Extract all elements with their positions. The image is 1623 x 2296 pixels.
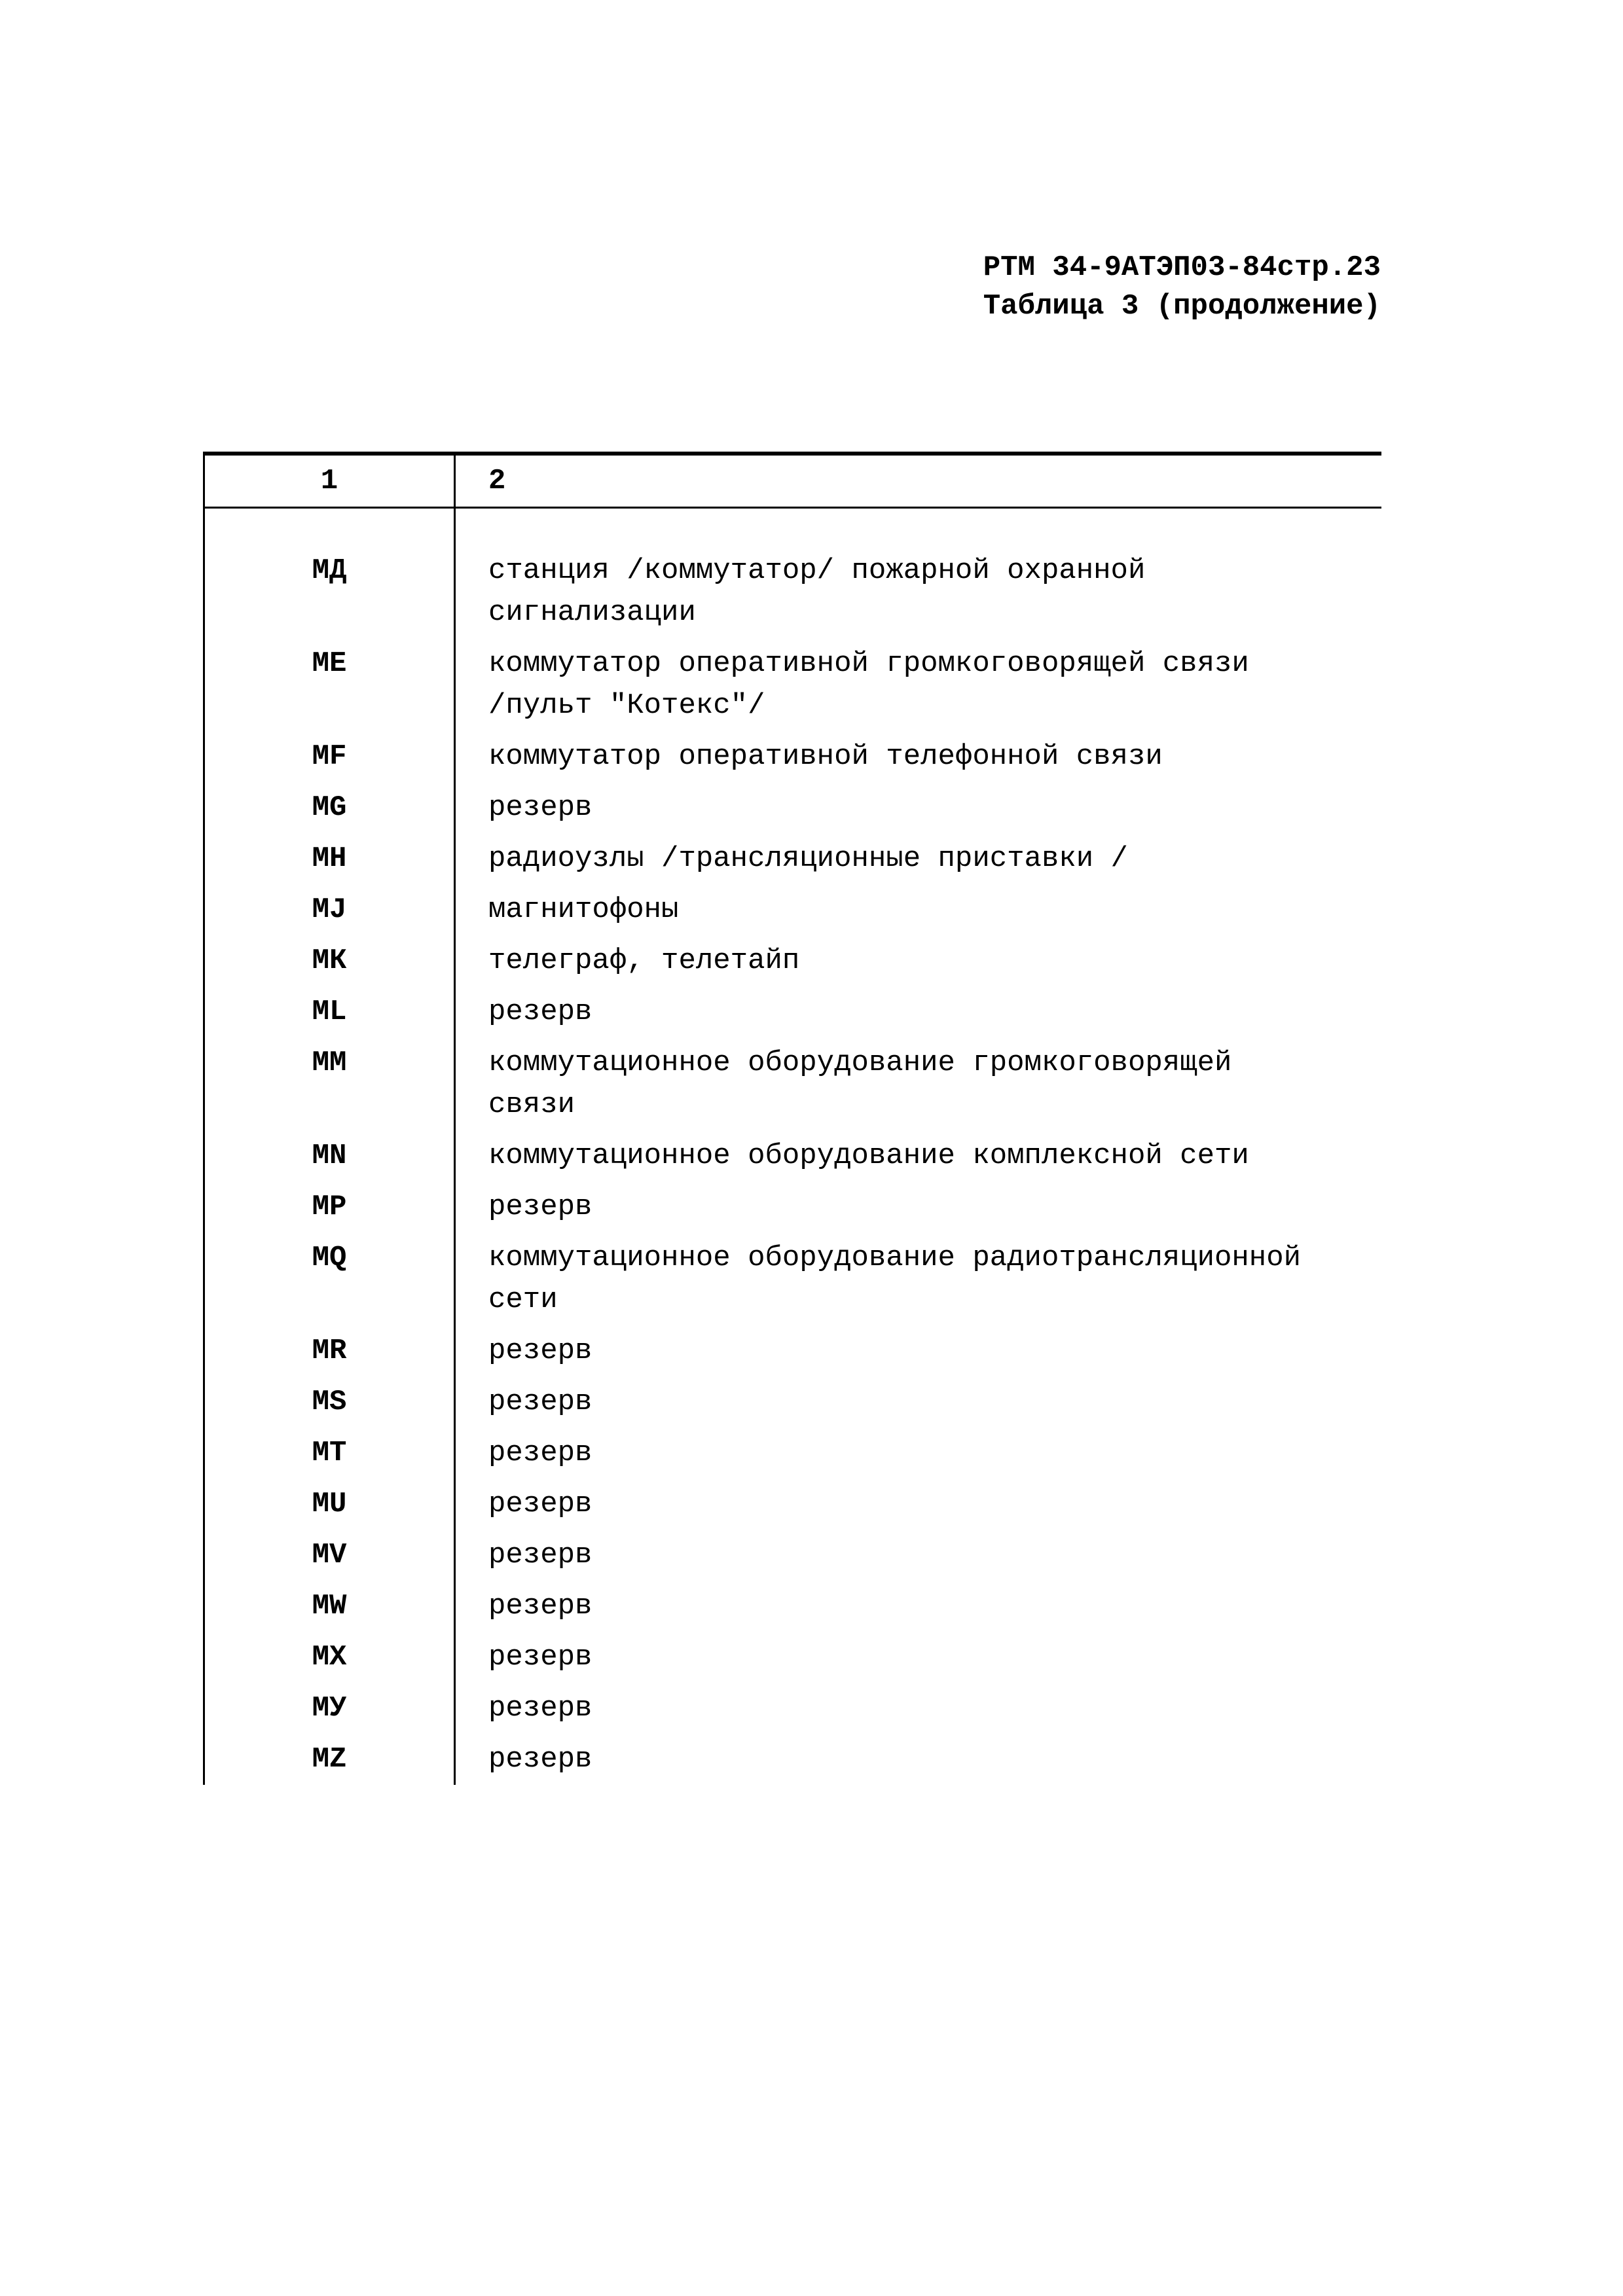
code-cell: МД — [204, 508, 455, 597]
code-cell: МW — [204, 1581, 455, 1632]
code-cell: МU — [204, 1479, 455, 1530]
code-cell: МR — [204, 1325, 455, 1376]
description-cell: связи — [455, 1088, 1382, 1130]
code-cell: МL — [204, 986, 455, 1037]
table-row: МКтелеграф, телетайп — [204, 935, 1382, 986]
page: РТМ 34-9АТЭП03-84стр.23 Таблица 3 (продо… — [0, 0, 1623, 2296]
codes-table: 1 2 МДстанция /коммутатор/ пожарной охра… — [203, 452, 1381, 1785]
code-cell: МJ — [204, 884, 455, 935]
table-row: МLрезерв — [204, 986, 1382, 1037]
table-row: МДстанция /коммутатор/ пожарной охранной — [204, 508, 1382, 597]
table-row: сети — [204, 1283, 1382, 1325]
description-cell: резерв — [455, 1530, 1382, 1581]
code-cell: МG — [204, 782, 455, 833]
table-row: МNкоммутационное оборудование комплексно… — [204, 1130, 1382, 1181]
description-cell: коммутатор оперативной телефонной связи — [455, 731, 1382, 782]
table-header-row: 1 2 — [204, 454, 1382, 508]
code-cell: МQ — [204, 1232, 455, 1283]
description-cell: резерв — [455, 1181, 1382, 1232]
code-cell: МN — [204, 1130, 455, 1181]
code-cell: МК — [204, 935, 455, 986]
table-row: МJмагнитофоны — [204, 884, 1382, 935]
description-cell: коммутационное оборудование громкоговоря… — [455, 1037, 1382, 1088]
code-cell: МV — [204, 1530, 455, 1581]
column-header-2: 2 — [455, 454, 1382, 508]
code-cell — [204, 596, 455, 638]
description-cell: резерв — [455, 1479, 1382, 1530]
table-container: 1 2 МДстанция /коммутатор/ пожарной охра… — [203, 452, 1381, 1785]
table-row: МНрадиоузлы /трансляционные приставки / — [204, 833, 1382, 884]
description-cell: коммутатор оперативной громкоговорящей с… — [455, 638, 1382, 689]
table-row: МFкоммутатор оперативной телефонной связ… — [204, 731, 1382, 782]
code-cell — [204, 1088, 455, 1130]
code-cell: МТ — [204, 1427, 455, 1479]
code-cell: МХ — [204, 1632, 455, 1683]
doc-reference: РТМ 34-9АТЭП03-84стр.23 — [983, 249, 1381, 287]
code-cell: МF — [204, 731, 455, 782]
table-row: ММкоммутационное оборудование громкогово… — [204, 1037, 1382, 1088]
description-cell: коммутационное оборудование радиотрансля… — [455, 1232, 1382, 1283]
description-cell: резерв — [455, 782, 1382, 833]
table-row: МZрезерв — [204, 1734, 1382, 1785]
table-row: МРрезерв — [204, 1181, 1382, 1232]
table-row: МWрезерв — [204, 1581, 1382, 1632]
description-cell: коммутационное оборудование комплексной … — [455, 1130, 1382, 1181]
code-cell: МУ — [204, 1683, 455, 1734]
table-caption: Таблица 3 (продолжение) — [983, 287, 1381, 326]
table-row: МRрезерв — [204, 1325, 1382, 1376]
table-row: МЕкоммутатор оперативной громкоговорящей… — [204, 638, 1382, 689]
description-cell: резерв — [455, 1581, 1382, 1632]
table-row: МVрезерв — [204, 1530, 1382, 1581]
description-cell: сигнализации — [455, 596, 1382, 638]
column-header-1: 1 — [204, 454, 455, 508]
page-header: РТМ 34-9АТЭП03-84стр.23 Таблица 3 (продо… — [983, 249, 1381, 327]
description-cell: телеграф, телетайп — [455, 935, 1382, 986]
description-cell: /пульт "Котекс"/ — [455, 689, 1382, 731]
description-cell: резерв — [455, 1683, 1382, 1734]
table-row: МТрезерв — [204, 1427, 1382, 1479]
code-cell: МН — [204, 833, 455, 884]
code-cell — [204, 689, 455, 731]
table-row: МУрезерв — [204, 1683, 1382, 1734]
description-cell: сети — [455, 1283, 1382, 1325]
description-cell: резерв — [455, 986, 1382, 1037]
code-cell: МР — [204, 1181, 455, 1232]
description-cell: резерв — [455, 1734, 1382, 1785]
table-row: МХрезерв — [204, 1632, 1382, 1683]
table-row: /пульт "Котекс"/ — [204, 689, 1382, 731]
table-row: МSрезерв — [204, 1376, 1382, 1427]
description-cell: резерв — [455, 1325, 1382, 1376]
code-cell: МZ — [204, 1734, 455, 1785]
code-cell — [204, 1283, 455, 1325]
description-cell: магнитофоны — [455, 884, 1382, 935]
description-cell: резерв — [455, 1376, 1382, 1427]
table-row: МUрезерв — [204, 1479, 1382, 1530]
table-row: МGрезерв — [204, 782, 1382, 833]
table-row: МQкоммутационное оборудование радиотранс… — [204, 1232, 1382, 1283]
description-cell: станция /коммутатор/ пожарной охранной — [455, 508, 1382, 597]
table-body: МДстанция /коммутатор/ пожарной охранной… — [204, 508, 1382, 1785]
description-cell: радиоузлы /трансляционные приставки / — [455, 833, 1382, 884]
table-row: сигнализации — [204, 596, 1382, 638]
code-cell: ММ — [204, 1037, 455, 1088]
description-cell: резерв — [455, 1427, 1382, 1479]
table-row: связи — [204, 1088, 1382, 1130]
description-cell: резерв — [455, 1632, 1382, 1683]
code-cell: МS — [204, 1376, 455, 1427]
code-cell: МЕ — [204, 638, 455, 689]
